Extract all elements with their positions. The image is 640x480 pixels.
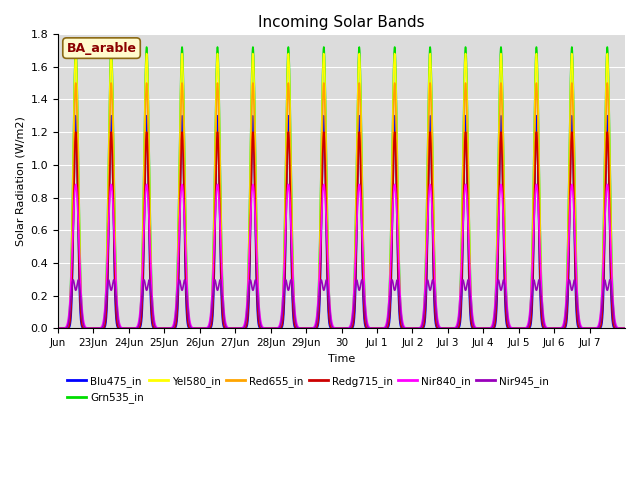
Red655_in (415, 325, 422, 331)
X-axis label: Time: Time (328, 354, 355, 364)
Red655_in (54, 325, 62, 331)
Nir840_in (72, 181, 79, 187)
Nir840_in (621, 325, 629, 331)
Yel580_in (621, 325, 629, 331)
Nir840_in (83, 325, 90, 331)
Nir840_in (54, 325, 62, 331)
Red655_in (390, 103, 397, 108)
Title: Incoming Solar Bands: Incoming Solar Bands (258, 15, 425, 30)
Nir945_in (475, 325, 483, 331)
Red655_in (260, 325, 268, 331)
Yel580_in (260, 325, 268, 331)
Grn535_in (260, 325, 268, 331)
Line: Redg715_in: Redg715_in (58, 132, 625, 328)
Nir945_in (260, 325, 268, 331)
Line: Yel580_in: Yel580_in (58, 54, 625, 328)
Blu475_in (260, 325, 268, 331)
Red655_in (621, 325, 629, 331)
Grn535_in (54, 325, 62, 331)
Y-axis label: Solar Radiation (W/m2): Solar Radiation (W/m2) (15, 116, 25, 246)
Red655_in (72, 80, 79, 86)
Nir840_in (505, 318, 513, 324)
Blu475_in (83, 325, 90, 331)
Nir945_in (83, 325, 90, 331)
Blu475_in (390, 144, 397, 149)
Redg715_in (621, 325, 629, 331)
Text: BA_arable: BA_arable (67, 42, 136, 55)
Yel580_in (505, 323, 513, 328)
Line: Blu475_in: Blu475_in (58, 116, 625, 328)
Redg715_in (260, 325, 268, 331)
Redg715_in (475, 325, 483, 331)
Blu475_in (54, 325, 62, 331)
Grn535_in (475, 325, 483, 331)
Line: Nir945_in: Nir945_in (58, 280, 625, 328)
Nir945_in (252, 277, 259, 283)
Redg715_in (505, 325, 513, 331)
Nir840_in (390, 190, 397, 195)
Red655_in (83, 325, 90, 331)
Yel580_in (475, 325, 483, 331)
Redg715_in (390, 152, 397, 158)
Line: Nir840_in: Nir840_in (58, 184, 625, 328)
Blu475_in (72, 113, 79, 119)
Redg715_in (54, 325, 62, 331)
Line: Grn535_in: Grn535_in (58, 47, 625, 328)
Line: Red655_in: Red655_in (58, 83, 625, 328)
Blu475_in (475, 325, 483, 331)
Grn535_in (415, 325, 422, 331)
Yel580_in (415, 325, 422, 331)
Red655_in (475, 325, 483, 331)
Nir840_in (475, 325, 483, 331)
Nir945_in (505, 322, 513, 328)
Yel580_in (54, 325, 62, 331)
Yel580_in (390, 75, 397, 81)
Nir945_in (54, 325, 62, 331)
Yel580_in (72, 51, 79, 57)
Grn535_in (505, 321, 513, 327)
Redg715_in (415, 325, 422, 331)
Nir945_in (390, 284, 397, 289)
Nir945_in (621, 325, 629, 331)
Grn535_in (390, 67, 397, 72)
Grn535_in (72, 44, 79, 50)
Legend: Blu475_in, Grn535_in, Yel580_in, Red655_in, Redg715_in, Nir840_in, Nir945_in: Blu475_in, Grn535_in, Yel580_in, Red655_… (63, 372, 553, 407)
Nir840_in (260, 325, 268, 331)
Nir840_in (415, 325, 422, 331)
Nir945_in (415, 325, 422, 331)
Yel580_in (83, 325, 90, 331)
Grn535_in (83, 325, 90, 331)
Blu475_in (415, 325, 422, 331)
Redg715_in (72, 129, 79, 135)
Red655_in (505, 324, 513, 329)
Grn535_in (621, 325, 629, 331)
Blu475_in (621, 325, 629, 331)
Redg715_in (83, 325, 90, 331)
Blu475_in (505, 325, 513, 331)
